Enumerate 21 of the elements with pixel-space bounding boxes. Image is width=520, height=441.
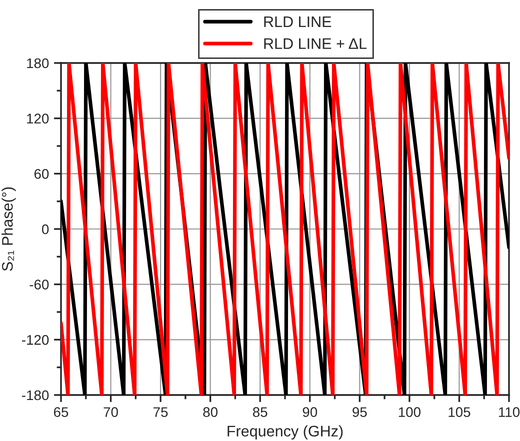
x-tick-label: 105 <box>448 407 470 418</box>
x-tick-label: 95 <box>352 407 367 418</box>
x-tick-label: 100 <box>398 407 420 418</box>
legend-label: RLD LINE + ΔL <box>264 38 367 49</box>
x-tick-label: 80 <box>203 407 218 418</box>
x-tick-label: 85 <box>252 407 268 418</box>
y-axis-title: S₂₁ Phase(°) <box>2 187 16 271</box>
y-tick-label: -120 <box>22 335 49 345</box>
x-axis-title: Frequency (GHz) <box>228 425 343 440</box>
x-tick-label: 90 <box>302 407 318 418</box>
x-tick-label: 110 <box>498 407 520 418</box>
y-tick-label: -60 <box>30 280 49 290</box>
y-tick-label: 120 <box>27 114 49 124</box>
y-tick-label: 0 <box>42 224 49 234</box>
y-tick-label: 60 <box>34 169 49 179</box>
x-tick-label: 70 <box>104 407 118 418</box>
y-tick-label: 180 <box>27 58 49 68</box>
legend-label: RLD LINE <box>264 16 332 28</box>
x-tick-label: 65 <box>54 407 68 418</box>
y-tick-label: -180 <box>22 390 49 400</box>
x-tick-label: 75 <box>154 407 168 418</box>
